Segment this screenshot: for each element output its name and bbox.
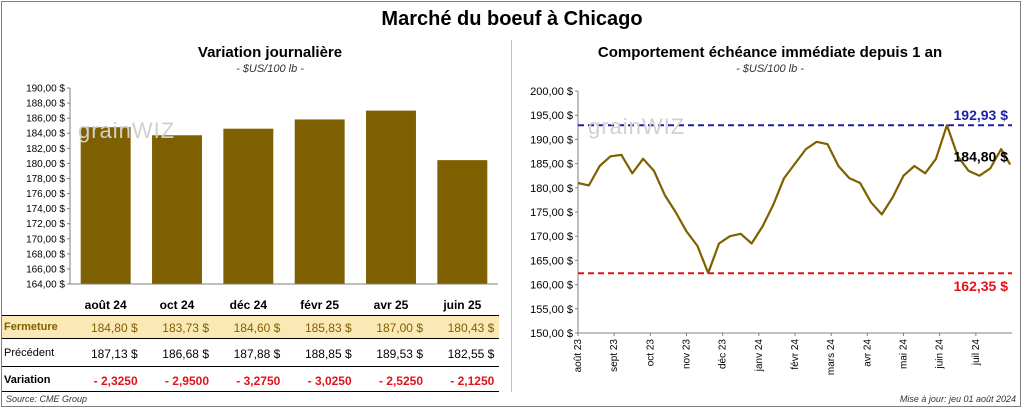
table-mid-line-2 [2, 366, 499, 367]
contract-header: oct 24 [159, 298, 195, 312]
right-chart-title: Comportement échéance immédiate depuis 1… [597, 44, 943, 61]
contract-header: avr 25 [373, 298, 409, 312]
panel-divider [511, 40, 512, 392]
precedent-cell: 187,13 $ [90, 347, 138, 361]
left-chart-unit: - $US/100 lb - [236, 63, 304, 75]
line-x-tick-label: mars 24 [826, 339, 837, 376]
line-x-tick-label: mai 24 [899, 339, 910, 369]
precedent-cell: 189,53 $ [376, 347, 423, 361]
line-x-tick-label: nov 23 [682, 339, 693, 369]
table-top-line [2, 315, 499, 316]
variation-cell: - 2,5250 [378, 374, 423, 388]
variation-cell: - 2,9500 [164, 374, 209, 388]
line-y-tick-label: 185,00 $ [530, 159, 573, 171]
line-y-tick-label: 155,00 $ [530, 304, 573, 316]
line-y-tick-label: 180,00 $ [530, 183, 573, 195]
bar-1 [152, 135, 202, 284]
fermeture-label: Fermeture [4, 321, 58, 333]
line-y-tick-label: 190,00 $ [530, 134, 573, 146]
line-y-tick-label: 160,00 $ [530, 280, 573, 292]
price-line [577, 124, 1012, 275]
bar-5 [437, 160, 488, 284]
update-note: Mise à jour: jeu 01 août 2024 [899, 394, 1016, 404]
precedent-cell: 187,88 $ [233, 347, 281, 361]
fermeture-row-bg [2, 316, 499, 338]
variation-cell: - 3,2750 [236, 374, 281, 388]
bar-y-tick-label: 178,00 $ [26, 174, 65, 185]
variation-cell: - 2,3250 [93, 374, 138, 388]
bar-2 [223, 128, 274, 284]
main-title: Marché du boeuf à Chicago [381, 8, 643, 30]
line-y-tick-label: 200,00 $ [530, 86, 573, 98]
bar-chart: 164,00 $ 166,00 $ 168,00 $ 170,00 $ 172,00 $… [26, 84, 498, 291]
bar-3 [294, 119, 345, 284]
high-label: 192,93 $ [954, 107, 1009, 123]
bar-y-tick-label: 174,00 $ [26, 204, 65, 215]
table-bottom-line [2, 391, 499, 392]
bar-y-tick-label: 182,00 $ [26, 144, 65, 155]
low-label: 162,35 $ [954, 278, 1009, 294]
line-x-tick-label: janv 24 [754, 339, 765, 373]
source-note: Source: CME Group [6, 394, 88, 404]
bar-y-tick-label: 184,00 $ [26, 129, 65, 140]
precedent-cell: 188,85 $ [304, 347, 352, 361]
last-price-label: 184,80 $ [954, 149, 1009, 165]
line-y-tick-label: 150,00 $ [530, 328, 573, 340]
bar-y-tick-label: 176,00 $ [26, 189, 65, 200]
contract-header: déc 24 [229, 298, 267, 312]
fermeture-cell: 184,80 $ [90, 321, 138, 335]
precedent-cell: 186,68 $ [162, 347, 209, 361]
line-y-tick-label: 165,00 $ [530, 255, 573, 267]
variation-cell: - 2,1250 [450, 374, 495, 388]
line-x-tick-label: oct 23 [645, 339, 656, 367]
line-x-tick-label: sept 23 [609, 339, 620, 372]
fermeture-cell: 183,73 $ [162, 321, 209, 335]
bar-y-tick-label: 172,00 $ [26, 219, 65, 230]
line-x-tick-label: août 23 [573, 339, 584, 373]
right-chart-unit: - $US/100 lb - [736, 63, 804, 75]
contract-header: juin 25 [443, 298, 482, 312]
contract-header: août 24 [84, 298, 127, 312]
bar-y-tick-label: 186,00 $ [26, 114, 65, 125]
line-x-tick-label: déc 23 [718, 339, 729, 369]
bar-y-tick-label: 190,00 $ [26, 84, 65, 95]
line-x-tick-label: juin 24 [935, 339, 946, 370]
bar-y-tick-label: 188,00 $ [26, 99, 65, 110]
line-y-tick-label: 170,00 $ [530, 231, 573, 243]
bar-4 [366, 110, 416, 284]
bar-y-tick-label: 166,00 $ [26, 264, 65, 275]
right-watermark: grainWIZ [588, 114, 686, 139]
left-chart-title: Variation journalière [197, 44, 343, 61]
bar-y-tick-label: 170,00 $ [26, 234, 65, 245]
line-x-tick-label: avr 24 [862, 339, 873, 367]
table-mid-line [2, 338, 499, 339]
variation-label: Variation [4, 374, 51, 386]
fermeture-cell: 187,00 $ [376, 321, 423, 335]
line-y-tick-label: 195,00 $ [530, 110, 573, 122]
variation-cell: - 3,0250 [307, 374, 352, 388]
bar-y-tick-label: 164,00 $ [26, 280, 65, 291]
bar-y-tick-label: 168,00 $ [26, 249, 65, 260]
line-x-tick-label: juil 24 [971, 339, 982, 367]
fermeture-cell: 185,83 $ [304, 321, 352, 335]
precedent-label: Précédent [4, 347, 55, 359]
line-x-tick-label: févr 24 [790, 339, 801, 370]
fermeture-cell: 184,60 $ [233, 321, 281, 335]
bar-0 [80, 127, 131, 284]
line-y-tick-label: 175,00 $ [530, 207, 573, 219]
bar-y-tick-label: 180,00 $ [26, 159, 65, 170]
contract-header: févr 25 [300, 298, 339, 312]
left-watermark: grainWIZ [78, 118, 176, 143]
precedent-cell: 182,55 $ [447, 347, 495, 361]
fermeture-cell: 180,43 $ [447, 321, 495, 335]
